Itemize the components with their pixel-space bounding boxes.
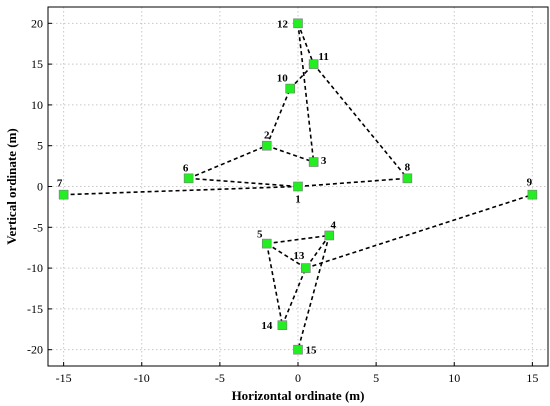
- edge-6-2: [188, 144, 268, 180]
- data-point-1: [293, 181, 303, 192]
- x-tick-label: 5: [373, 371, 379, 385]
- edge-4-13: [305, 234, 330, 269]
- edge-1-8: [297, 177, 408, 188]
- point-label-13: 13: [293, 250, 305, 262]
- data-point-6: [183, 173, 194, 184]
- point-label-2: 2: [264, 130, 270, 142]
- data-point-3: [308, 157, 319, 167]
- x-tick-label: 15: [526, 371, 538, 385]
- point-label-14: 14: [261, 320, 273, 332]
- data-point-9: [527, 189, 538, 200]
- data-point-14: [277, 320, 288, 331]
- data-point-10: [285, 83, 295, 94]
- y-tick-label: -15: [27, 302, 43, 316]
- data-point-15: [293, 344, 303, 355]
- data-point-11: [308, 59, 319, 69]
- y-tick-label: -5: [33, 220, 43, 234]
- edge-12-11: [297, 23, 315, 65]
- y-axis-ticks: -20 -15 -10 -5 0 5 10 15 20: [27, 16, 52, 357]
- y-tick-label: 5: [37, 139, 43, 153]
- point-label-3: 3: [321, 155, 327, 167]
- point-label-6: 6: [183, 162, 189, 174]
- edge-4-15: [297, 235, 331, 350]
- data-point-2: [261, 140, 272, 151]
- edge-2-3: [266, 144, 314, 163]
- point-label-11: 11: [318, 51, 328, 63]
- point-label-15: 15: [306, 345, 318, 357]
- point-label-7: 7: [57, 178, 63, 190]
- y-tick-label: 15: [31, 57, 43, 71]
- point-label-1: 1: [295, 194, 301, 206]
- x-tick-label: -15: [56, 371, 72, 385]
- x-tick-label: -10: [134, 371, 150, 385]
- y-axis-label: Vertical ordinate (m): [4, 128, 19, 245]
- data-point-5: [261, 238, 272, 249]
- x-axis-ticks: -15 -10 -5 0 5 10 15: [56, 362, 538, 385]
- y-tick-label: 20: [31, 16, 43, 30]
- y-tick-label: 0: [37, 180, 43, 194]
- edge-14-13: [281, 267, 307, 326]
- point-label-9: 9: [527, 177, 533, 189]
- grid-layer: [48, 7, 548, 366]
- x-tick-label: 10: [448, 371, 460, 385]
- edge-5-4: [266, 234, 330, 245]
- point-label-4: 4: [331, 219, 337, 231]
- point-label-5: 5: [257, 229, 263, 241]
- edge-5-13: [266, 242, 307, 269]
- y-tick-label: -20: [27, 343, 43, 357]
- edge-13-9: [305, 193, 533, 269]
- edge-7-1: [63, 185, 299, 196]
- y-tick-label: -10: [27, 261, 43, 275]
- edge-6-1: [188, 177, 299, 188]
- x-tick-label: 0: [295, 371, 301, 385]
- edge-5-14: [265, 243, 284, 326]
- data-point-4: [324, 230, 335, 241]
- point-label-8: 8: [405, 161, 411, 173]
- x-tick-label: -5: [215, 371, 225, 385]
- y-tick-label: 10: [31, 98, 43, 112]
- point-label-12: 12: [277, 18, 289, 30]
- data-point-7: [58, 189, 69, 200]
- edge-12-3: [297, 23, 315, 163]
- data-point-12: [293, 18, 303, 29]
- x-axis-label: Horizontal ordinate (m): [232, 388, 365, 403]
- point-label-10: 10: [277, 73, 289, 85]
- edges-layer: [63, 23, 533, 350]
- edge-11-8: [313, 63, 408, 179]
- edge-2-10: [266, 88, 291, 147]
- data-point-8: [402, 173, 413, 184]
- data-point-13: [301, 263, 311, 273]
